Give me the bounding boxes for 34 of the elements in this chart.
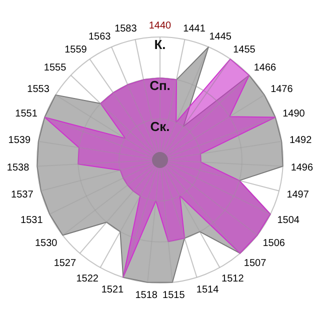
y-tick-label: Ск. [150,119,170,134]
spoke-label: 1496 [290,162,314,174]
spoke-label: 1440 [148,20,172,32]
spoke-label: 1551 [15,108,38,120]
y-tick-label: Сп. [150,78,170,93]
spoke-label: 1583 [114,23,138,34]
spoke-label: 1515 [162,290,186,301]
spoke-label: 1514 [196,284,220,296]
spoke-label: 1506 [262,238,286,250]
spoke-label: 1507 [244,258,267,269]
spoke-label: 1522 [76,274,99,285]
spoke-label: 1539 [8,135,31,146]
spoke-label: 1530 [34,238,58,250]
spoke-label: 1441 [183,23,206,34]
spoke-label: 1538 [6,162,30,174]
spoke-label: 1555 [44,62,67,74]
spoke-label: 1521 [101,284,124,296]
spoke-label: 1466 [254,62,277,74]
spoke-label: 1537 [11,189,34,200]
spoke-label: 1504 [277,214,300,226]
spoke-label: 1559 [64,44,88,56]
spoke-label: 1445 [209,31,232,42]
spoke-label: 1563 [88,31,112,42]
spoke-label: 1476 [270,84,294,96]
spoke-label: 1497 [286,189,310,200]
y-tick-label: К. [154,37,166,52]
spoke-label: 1455 [233,44,256,56]
spoke-label: 1527 [54,258,76,269]
spoke-label: 1492 [289,135,312,146]
spoke-label: 1531 [20,214,44,226]
spoke-label: 1518 [135,290,158,301]
spoke-label: 1490 [282,108,306,120]
spoke-label: 1512 [222,274,244,285]
spoke-label: 1553 [27,84,50,96]
